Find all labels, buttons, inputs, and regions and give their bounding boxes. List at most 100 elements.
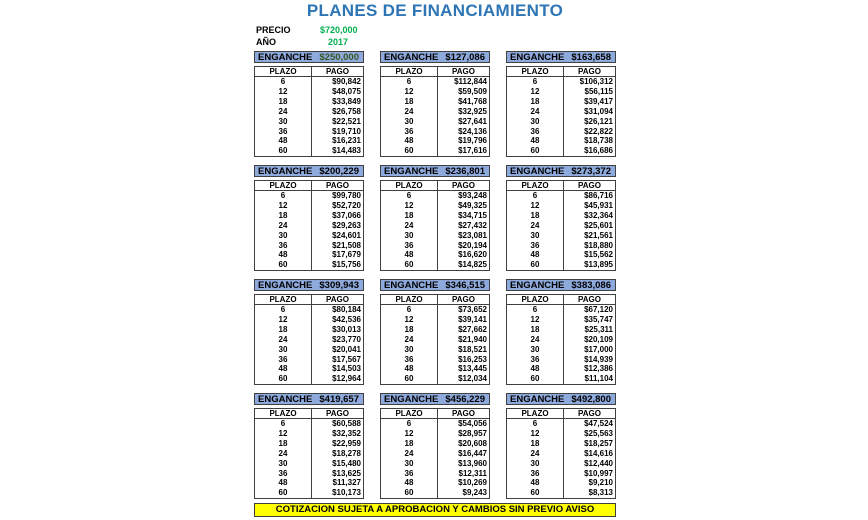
col-pago: PAGO [563,66,616,77]
table-row: 30 $17,000 [506,344,616,355]
pago-cell: $12,964 [332,374,361,384]
pago-cell: $25,563 [584,428,613,438]
payment-table: PLAZO PAGO 6 $67,120 12 $35,747 18 $25,311 24 $20… [506,294,616,386]
pago-cell: $28,957 [458,428,487,438]
pago-cell: $90,842 [332,77,361,86]
table-row: 18 $30,013 [254,324,364,335]
plan-block: ENGANCHE $346,515 PLAZO PAGO 6 $73,652 12 $39,1… [380,279,490,386]
pago-cell: $26,758 [332,106,361,116]
table-row: 36 $20,194 [380,240,490,251]
table-row: 48 $15,562 [506,250,616,261]
col-pago: PAGO [437,180,490,191]
plazo-cell: 36 [380,240,438,251]
enganche-header: ENGANCHE $492,800 [506,393,616,405]
table-row: 12 $52,720 [254,200,364,211]
payment-table: PLAZO PAGO 6 $73,652 12 $39,141 18 $27,662 24 $21… [380,294,490,386]
table-header: PLAZO PAGO [506,66,616,77]
table-row: 12 $42,536 [254,314,364,325]
plazo-cell: 18 [254,324,312,335]
col-pago: PAGO [311,180,364,191]
table-row: 12 $59,509 [380,86,490,97]
table-row: 48 $9,210 [506,478,616,489]
table-header: PLAZO PAGO [380,66,490,77]
plazo-cell: 48 [380,364,438,375]
plazo-cell: 24 [380,220,438,231]
table-header: PLAZO PAGO [254,294,364,305]
pago-cell: $25,311 [584,324,613,334]
plazo-cell: 24 [254,106,312,117]
payment-table: PLAZO PAGO 6 $47,524 12 $25,563 18 $18,257 24 $14… [506,408,616,500]
pago-cell: $24,601 [332,230,361,240]
table-row: 24 $31,094 [506,106,616,117]
plazo-cell: 6 [254,418,312,429]
pago-cell: $15,756 [332,260,361,270]
pago-cell: $18,738 [584,136,613,146]
enganche-amount: $419,657 [319,393,359,405]
pago-cell: $27,641 [458,116,487,126]
payment-table: PLAZO PAGO 6 $60,588 12 $32,352 18 $22,959 24 $18… [254,408,364,500]
plazo-cell: 36 [506,126,564,137]
pago-cell: $99,780 [332,191,361,200]
col-plazo: PLAZO [254,294,312,305]
plazo-cell: 48 [506,478,564,489]
table-row: 48 $14,503 [254,364,364,375]
pago-cell: $48,075 [332,86,361,96]
table-row: 6 $106,312 [506,76,616,87]
pago-cell: $12,440 [584,458,613,468]
plazo-cell: 6 [506,304,564,315]
plazo-cell: 6 [380,418,438,429]
col-plazo: PLAZO [380,408,438,419]
pago-cell: $14,939 [584,354,613,364]
plazo-cell: 48 [380,478,438,489]
table-row: 6 $67,120 [506,304,616,315]
enganche-label: ENGANCHE [384,279,439,291]
plazo-cell: 6 [506,76,564,87]
pago-cell: $47,524 [584,419,613,428]
plazo-cell: 12 [254,314,312,325]
pago-cell: $18,257 [584,438,613,448]
table-row: 6 $73,652 [380,304,490,315]
plazo-cell: 36 [506,354,564,365]
enganche-amount: $127,086 [445,51,485,63]
table-row: 48 $12,386 [506,364,616,375]
table-row: 60 $11,104 [506,374,616,385]
plazo-cell: 48 [254,136,312,147]
plazo-cell: 12 [380,86,438,97]
plazo-cell: 60 [506,374,564,385]
table-row: 60 $12,964 [254,374,364,385]
table-row: 24 $21,940 [380,334,490,345]
pago-cell: $18,278 [332,448,361,458]
table-row: 6 $80,184 [254,304,364,315]
pago-cell: $29,263 [332,220,361,230]
pago-cell: $41,768 [458,96,487,106]
table-row: 18 $39,417 [506,96,616,107]
pago-cell: $34,715 [458,210,487,220]
table-row: 24 $18,278 [254,448,364,459]
plazo-cell: 30 [380,116,438,127]
table-row: 60 $14,483 [254,146,364,157]
pago-cell: $14,503 [332,364,361,374]
pago-cell: $27,432 [458,220,487,230]
enganche-header: ENGANCHE $309,943 [254,279,364,291]
plazo-cell: 60 [254,374,312,385]
pago-cell: $20,041 [332,344,361,354]
col-plazo: PLAZO [254,66,312,77]
enganche-label: ENGANCHE [510,165,565,177]
plazo-cell: 48 [254,250,312,261]
table-row: 6 $54,056 [380,418,490,429]
plazo-cell: 48 [506,250,564,261]
table-row: 36 $21,508 [254,240,364,251]
table-row: 30 $21,561 [506,230,616,241]
pago-cell: $12,034 [458,374,487,384]
pago-cell: $13,960 [458,458,487,468]
table-row: 48 $16,231 [254,136,364,147]
enganche-header: ENGANCHE $273,372 [506,165,616,177]
plazo-cell: 12 [506,200,564,211]
plazo-cell: 18 [506,324,564,335]
table-row: 30 $12,440 [506,458,616,469]
enganche-label: ENGANCHE [384,51,439,63]
plazo-cell: 30 [506,344,564,355]
col-pago: PAGO [311,294,364,305]
pago-cell: $39,417 [584,96,613,106]
table-row: 24 $29,263 [254,220,364,231]
